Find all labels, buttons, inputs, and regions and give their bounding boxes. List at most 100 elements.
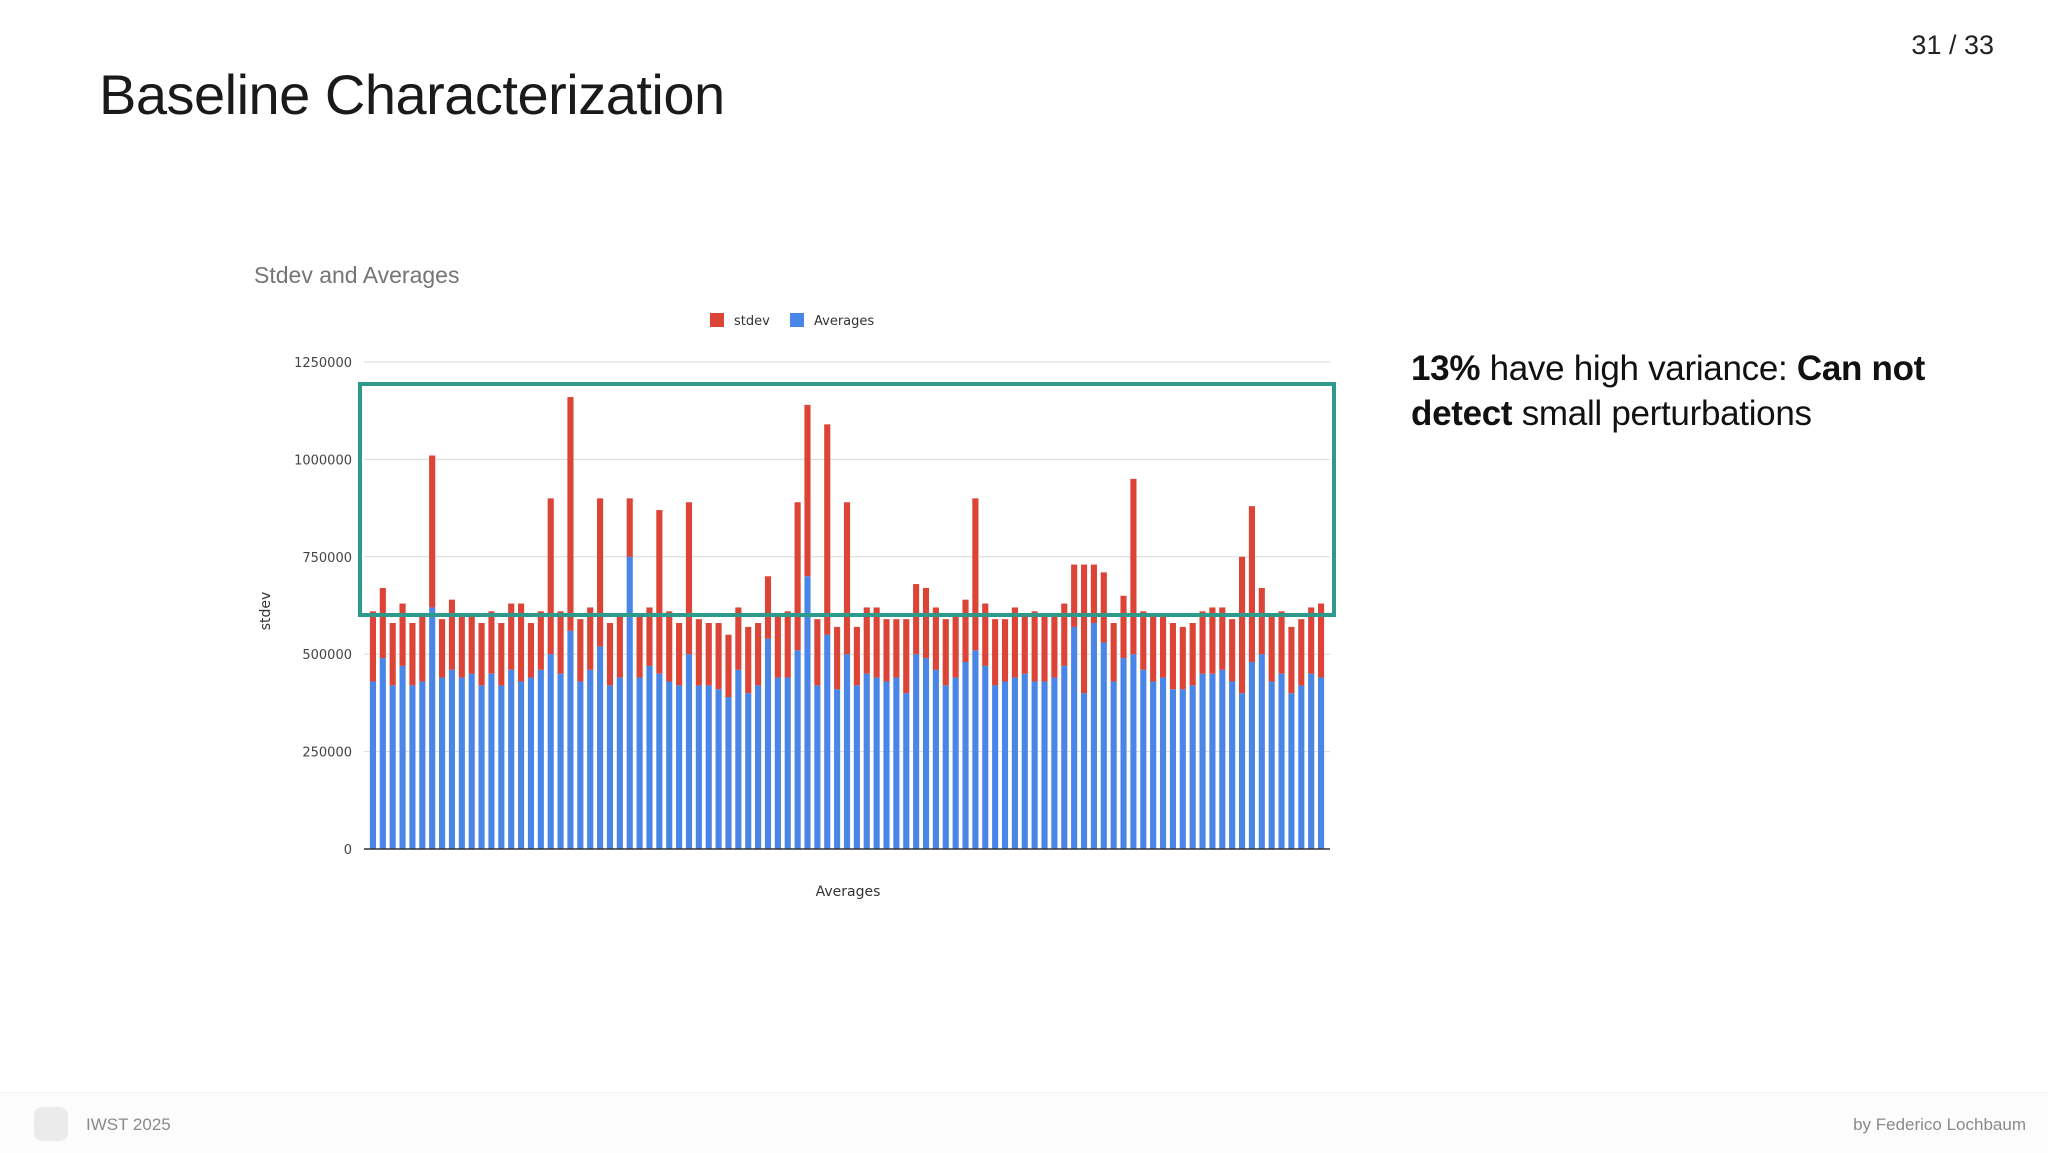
bar-stdev [656,510,663,674]
bar-averages [587,669,594,849]
bar-stdev [873,607,880,678]
footer-event: IWST 2025 [86,1115,171,1134]
bar-averages [1278,673,1285,849]
bar-averages [1080,693,1088,849]
chart-svg: Stdev and Averages stdev Averages 0 25000… [254,262,1336,900]
bar-stdev [1219,607,1226,670]
bar-averages [784,677,791,849]
bar-averages [616,677,623,849]
bar-stdev [962,599,969,662]
bar-stdev [942,619,949,686]
bar-averages [626,556,633,849]
bar-averages [922,658,930,849]
bar-stdev [537,611,544,670]
bar-averages [557,673,564,849]
bar-averages [942,685,949,849]
bar-stdev [1298,619,1305,686]
bar-stdev [369,611,376,682]
bar-averages [1209,673,1216,849]
chart-title: Stdev and Averages [254,262,459,288]
bar-stdev [1001,619,1009,682]
bar-stdev [922,587,930,659]
bar-stdev [1031,611,1038,682]
bar-averages [972,650,979,849]
bar-stdev [429,455,436,608]
bar-stdev [419,615,426,682]
bar-averages [478,685,485,849]
bar-stdev [636,615,643,678]
chart-legend: stdev Averages [710,313,874,329]
bar-stdev [676,623,683,686]
bar-averages [567,630,574,849]
bar-stdev [389,623,396,686]
bar-stdev [448,599,456,670]
footer-author: by Federico Lochbaum [1853,1115,2026,1134]
bar-stdev [794,502,801,651]
bar-averages [1071,626,1078,849]
bar-stdev [379,587,386,659]
bar-stdev [1248,506,1255,662]
bar-averages [1258,654,1265,849]
bar-stdev [932,607,939,670]
bar-averages [1189,685,1196,849]
bar-averages [636,677,643,849]
bar-averages [1199,673,1206,849]
page-title: Baseline Characterization [99,63,725,126]
bar-stdev [764,576,772,639]
bar-stdev [695,619,702,686]
bar-stdev [1071,564,1078,627]
bar-stdev [1199,611,1206,674]
bar-averages [903,693,910,849]
bar-averages [1140,669,1147,849]
bar-averages [883,681,890,849]
bar-stdev [853,626,860,686]
bar-stdev [1080,564,1088,694]
bar-averages [932,669,939,849]
bar-averages [676,685,683,849]
page-counter: 31 / 33 [1911,30,1994,60]
bar-averages [646,665,653,849]
bar-averages [498,685,505,849]
x-axis-title: Averages [816,884,881,900]
bar-stdev [1268,615,1275,682]
bar-stdev [606,623,614,686]
bar-averages [1061,665,1068,849]
bar-averages [952,677,959,849]
callout-percent: 13% [1411,349,1481,388]
bar-averages [419,681,426,849]
bar-stdev [903,619,910,694]
footer: IWST 2025 by Federico Lochbaum [0,1092,2048,1153]
bar-stdev [952,615,959,678]
bar-averages [725,697,732,849]
bar-averages [1110,681,1117,849]
bar-averages [893,677,900,849]
bar-averages [439,677,446,849]
bar-stdev [913,584,920,655]
high-variance-highlight-box [358,382,1336,617]
bar-averages [755,685,762,849]
bar-averages [1041,681,1048,849]
bar-averages [715,689,722,849]
bar-stdev [547,498,554,655]
bar-stdev [498,623,505,686]
bar-stdev [409,623,416,686]
callout-emphasis: Can not detect [1411,349,1926,433]
chart-bars [369,397,1325,849]
bar-averages [1090,623,1097,849]
bar-stdev [1229,619,1236,682]
bar-averages [1288,693,1295,849]
bar-stdev [834,626,841,690]
bar-stdev [1130,478,1137,655]
bar-averages [913,654,920,849]
bar-averages [389,685,396,849]
bar-averages [992,685,999,849]
bar-stdev [1288,626,1295,694]
bar-averages [685,654,693,849]
bar-averages [794,650,801,849]
bar-averages [1021,673,1028,849]
stdev-averages-chart: Stdev and Averages stdev Averages 0 25000… [240,250,1370,920]
bar-averages [1268,681,1275,849]
bar-stdev [1189,623,1196,686]
bar-stdev [1169,623,1176,690]
bar-averages [1248,661,1255,849]
